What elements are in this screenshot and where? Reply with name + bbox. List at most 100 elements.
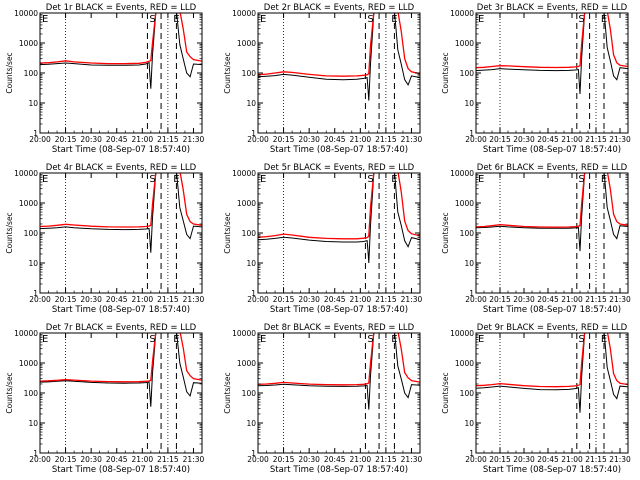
x-tick-label: 21:00 <box>350 295 372 304</box>
x-tick-label: 21:30 <box>401 455 423 464</box>
y-tick-label: 10000 <box>14 329 38 338</box>
x-tick-label: 20:00 <box>247 135 269 144</box>
flag-s: S <box>578 334 584 345</box>
y-tick-label: 1 <box>469 129 474 138</box>
flag-corner-mark: E <box>260 334 266 345</box>
x-tick-label: 20:45 <box>537 455 559 464</box>
x-tick-label: 21:30 <box>401 135 423 144</box>
x-tick-label: 21:15 <box>585 295 607 304</box>
x-tick-label: 20:15 <box>273 455 295 464</box>
series-line-lld <box>258 333 420 386</box>
flag-s: S <box>367 334 373 345</box>
x-tick-label: 21:30 <box>183 455 205 464</box>
y-tick-label: 10 <box>28 419 38 428</box>
x-tick-label: 21:15 <box>375 135 397 144</box>
x-tick-label: 20:45 <box>537 295 559 304</box>
x-tick-label: 21:00 <box>561 455 583 464</box>
y-axis-label: Counts/sec <box>441 212 450 253</box>
x-tick-label: 21:15 <box>157 295 179 304</box>
y-tick-label: 100 <box>242 389 257 398</box>
x-tick-label: 20:45 <box>106 295 128 304</box>
plot-frame <box>475 172 629 294</box>
y-tick-label: 1 <box>469 289 474 298</box>
flag-e: E <box>601 174 607 185</box>
flag-e: E <box>391 334 397 345</box>
flag-s: S <box>578 14 584 25</box>
chart-title: Det 8r BLACK = Events, RED = LLD <box>264 323 415 333</box>
x-tick-label: 21:15 <box>157 455 179 464</box>
flag-s: S <box>149 174 155 185</box>
y-tick-label: 1 <box>33 449 38 458</box>
x-tick-label: 20:15 <box>55 455 77 464</box>
series-line-events <box>476 13 628 95</box>
chart-title: Det 5r BLACK = Events, RED = LLD <box>264 163 415 173</box>
flag-s: S <box>367 174 373 185</box>
x-tick-label: 20:00 <box>29 455 51 464</box>
x-tick-label: 20:30 <box>298 455 320 464</box>
y-tick-label: 1000 <box>19 39 38 48</box>
y-axis-label: Counts/sec <box>5 372 14 413</box>
series-line-lld <box>476 333 628 388</box>
series-line-events <box>40 173 202 253</box>
y-tick-label: 10000 <box>450 9 474 18</box>
x-tick-label: 20:30 <box>513 135 535 144</box>
y-tick-label: 1000 <box>455 39 474 48</box>
x-tick-label: 21:00 <box>132 295 154 304</box>
series-line-events <box>476 333 628 413</box>
series-line-events <box>476 173 628 252</box>
chart-title: Det 3r BLACK = Events, RED = LLD <box>477 3 628 13</box>
plot-frame <box>39 12 203 134</box>
y-tick-label: 1 <box>251 289 256 298</box>
x-tick-label: 21:30 <box>401 295 423 304</box>
x-tick-label: 20:15 <box>273 135 295 144</box>
x-tick-label: 20:00 <box>247 295 269 304</box>
y-tick-label: 10000 <box>232 9 256 18</box>
x-tick-label: 21:00 <box>132 455 154 464</box>
y-tick-label: 100 <box>24 69 39 78</box>
flag-corner-mark: E <box>42 174 48 185</box>
flag-e: E <box>391 174 397 185</box>
x-tick-label: 20:15 <box>489 295 511 304</box>
chart-title: Det 7r BLACK = Events, RED = LLD <box>46 323 197 333</box>
x-tick-label: 20:15 <box>55 295 77 304</box>
x-tick-label: 20:15 <box>55 135 77 144</box>
y-tick-label: 1 <box>251 449 256 458</box>
y-tick-label: 10000 <box>450 169 474 178</box>
series-line-lld <box>476 13 628 69</box>
y-tick-label: 10 <box>246 259 256 268</box>
x-tick-label: 21:15 <box>375 455 397 464</box>
y-tick-label: 1000 <box>237 199 256 208</box>
x-tick-label: 20:30 <box>80 455 102 464</box>
y-tick-label: 10000 <box>14 9 38 18</box>
chart-title: Det 6r BLACK = Events, RED = LLD <box>477 163 628 173</box>
x-axis-label: Start Time (08-Sep-07 18:57:40) <box>270 465 408 475</box>
x-tick-label: 21:30 <box>183 295 205 304</box>
series-line-events <box>40 13 202 89</box>
series-line-lld <box>40 173 202 228</box>
y-axis-label: Counts/sec <box>223 52 232 93</box>
flag-corner-mark: E <box>478 334 484 345</box>
x-tick-label: 20:45 <box>324 135 346 144</box>
x-axis-label: Start Time (08-Sep-07 18:57:40) <box>270 145 408 155</box>
x-tick-label: 21:15 <box>585 455 607 464</box>
plot-frame <box>39 172 203 294</box>
y-axis-label: Counts/sec <box>5 52 14 93</box>
x-tick-label: 21:15 <box>157 135 179 144</box>
x-tick-label: 20:45 <box>324 455 346 464</box>
flag-e: E <box>391 14 397 25</box>
x-tick-label: 21:00 <box>561 135 583 144</box>
x-tick-label: 21:00 <box>132 135 154 144</box>
flag-corner-mark: E <box>260 14 266 25</box>
flag-s: S <box>367 14 373 25</box>
x-tick-label: 20:00 <box>465 295 487 304</box>
x-tick-label: 20:15 <box>489 455 511 464</box>
series-line-events <box>258 333 420 410</box>
flag-corner-mark: E <box>260 174 266 185</box>
y-tick-label: 1 <box>469 449 474 458</box>
x-tick-label: 21:00 <box>350 455 372 464</box>
